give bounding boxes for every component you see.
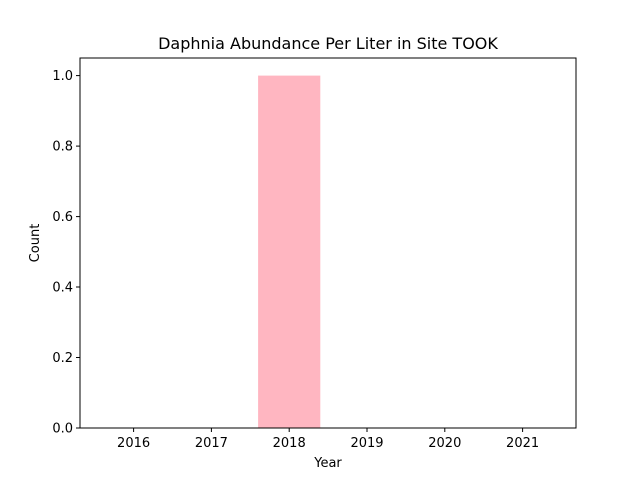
y-tick-label: 1.0 <box>52 69 73 84</box>
y-tick-label: 0.2 <box>52 351 73 366</box>
x-tick-label: 2020 <box>428 436 461 451</box>
axes-layer: 2016 2017 2018 2019 2020 2021 0.0 0.2 0.4 0.6 0.8 1… <box>52 69 539 451</box>
x-axis-label: Year <box>313 456 342 471</box>
y-tick-label: 0.0 <box>52 422 73 437</box>
y-tick-label: 0.6 <box>52 210 73 225</box>
x-tick-label: 2021 <box>506 436 539 451</box>
x-tick-label: 2016 <box>117 436 150 451</box>
plot-area-frame <box>79 57 577 429</box>
y-tick-label: 0.8 <box>52 140 73 155</box>
y-axis-label: Count <box>28 224 43 263</box>
x-tick-label: 2017 <box>195 436 228 451</box>
bars-layer <box>258 75 321 428</box>
chart-title: Daphnia Abundance Per Liter in Site TOOK <box>158 34 498 53</box>
y-tick-label: 0.4 <box>52 281 73 296</box>
x-tick-label: 2018 <box>273 436 306 451</box>
bar-2018 <box>258 75 321 428</box>
x-tick-label: 2019 <box>350 436 383 451</box>
